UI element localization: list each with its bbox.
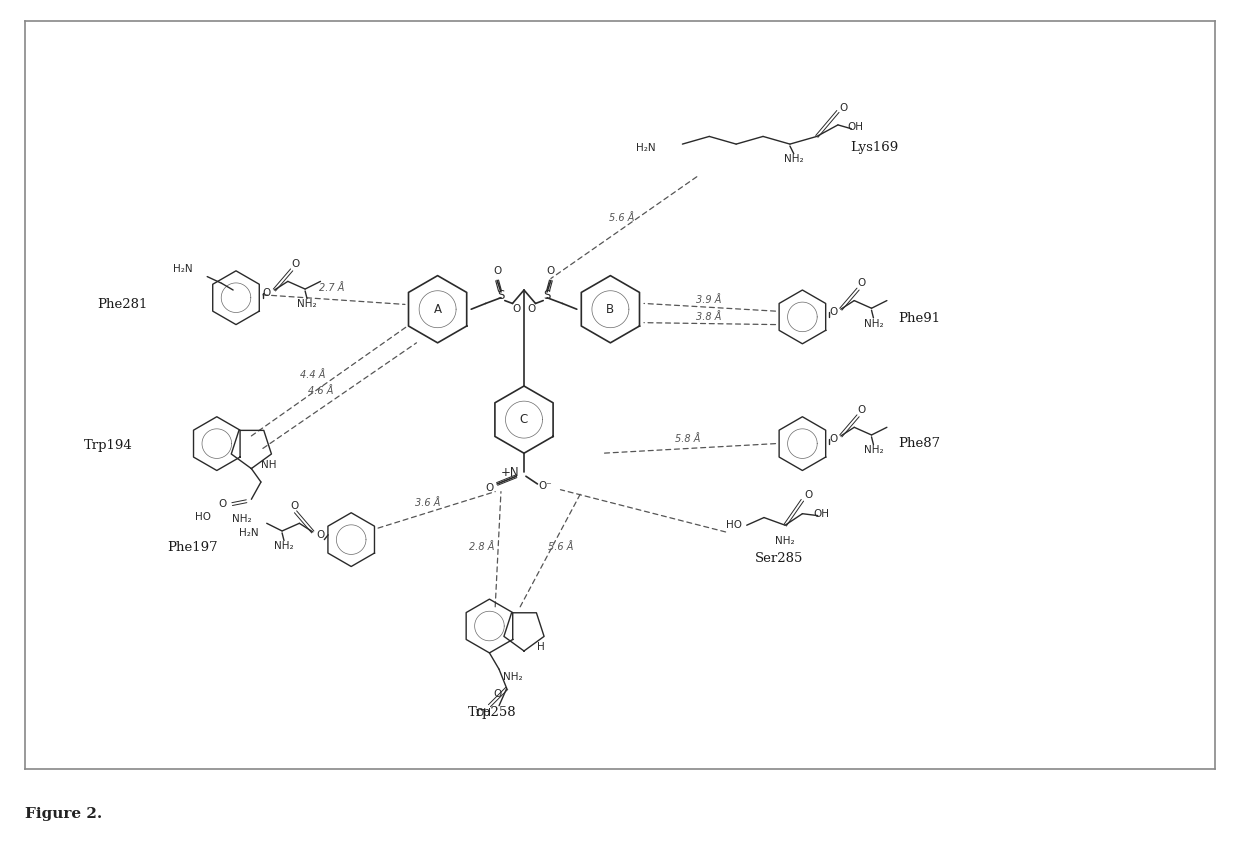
Text: H₂N: H₂N <box>174 264 192 274</box>
Text: 5.6 Å: 5.6 Å <box>548 542 573 552</box>
Text: 4.4 Å: 4.4 Å <box>300 369 325 380</box>
Text: NH₂: NH₂ <box>863 445 883 455</box>
Text: NH₂: NH₂ <box>274 541 294 551</box>
Text: O: O <box>527 304 536 314</box>
Text: C: C <box>520 413 528 426</box>
Text: Trp194: Trp194 <box>84 439 133 452</box>
Text: 4.6 Å: 4.6 Å <box>308 386 334 396</box>
Text: NH₂: NH₂ <box>502 672 522 682</box>
Text: NH₂: NH₂ <box>784 155 804 164</box>
Text: O: O <box>494 689 501 699</box>
Text: O: O <box>494 265 501 276</box>
Text: 2.8 Å: 2.8 Å <box>469 542 495 552</box>
Text: O: O <box>839 102 848 113</box>
Text: Trp258: Trp258 <box>469 706 517 719</box>
Text: O: O <box>263 288 270 298</box>
Text: O: O <box>291 259 300 269</box>
Text: O: O <box>858 405 866 415</box>
Text: O: O <box>290 501 299 511</box>
Text: O⁻: O⁻ <box>538 481 552 490</box>
Text: Phe87: Phe87 <box>899 437 940 450</box>
Text: 3.9 Å: 3.9 Å <box>696 295 720 305</box>
Text: Ser285: Ser285 <box>754 552 802 565</box>
Text: 3.8 Å: 3.8 Å <box>696 312 720 322</box>
Text: O: O <box>547 265 556 276</box>
Text: O: O <box>485 483 494 493</box>
Text: +N: +N <box>501 466 520 479</box>
Text: NH₂: NH₂ <box>863 319 883 329</box>
Text: O: O <box>804 490 812 499</box>
Text: O: O <box>830 308 837 317</box>
Text: 3.6 Å: 3.6 Å <box>415 498 440 509</box>
Text: H: H <box>537 643 546 652</box>
Text: Phe281: Phe281 <box>97 298 148 311</box>
Text: NH₂: NH₂ <box>232 514 252 523</box>
Text: Lys169: Lys169 <box>851 142 899 155</box>
Text: OH: OH <box>813 509 830 519</box>
Text: A: A <box>434 302 441 316</box>
Text: O: O <box>218 499 227 509</box>
Text: O: O <box>858 278 866 289</box>
Text: H₂N: H₂N <box>636 143 656 153</box>
Text: 2.7 Å: 2.7 Å <box>320 283 345 293</box>
Text: H₂N: H₂N <box>239 528 259 538</box>
Text: Phe197: Phe197 <box>167 541 217 554</box>
Text: NH₂: NH₂ <box>298 300 317 309</box>
Text: 5.6 Å: 5.6 Å <box>609 213 635 223</box>
Text: B: B <box>606 302 615 316</box>
Text: S: S <box>543 289 551 302</box>
Text: S: S <box>497 289 505 302</box>
Text: O: O <box>512 304 521 314</box>
Text: NH: NH <box>260 460 277 470</box>
Text: O: O <box>830 434 837 444</box>
Text: O: O <box>316 530 325 539</box>
Text: OH: OH <box>476 709 492 718</box>
Text: NH₂: NH₂ <box>775 535 795 545</box>
Text: OH: OH <box>847 122 863 131</box>
Text: HO: HO <box>725 521 742 530</box>
Text: 5.8 Å: 5.8 Å <box>675 434 699 444</box>
Text: Figure 2.: Figure 2. <box>25 807 102 821</box>
Text: Phe91: Phe91 <box>899 313 940 326</box>
Text: HO: HO <box>196 512 211 521</box>
